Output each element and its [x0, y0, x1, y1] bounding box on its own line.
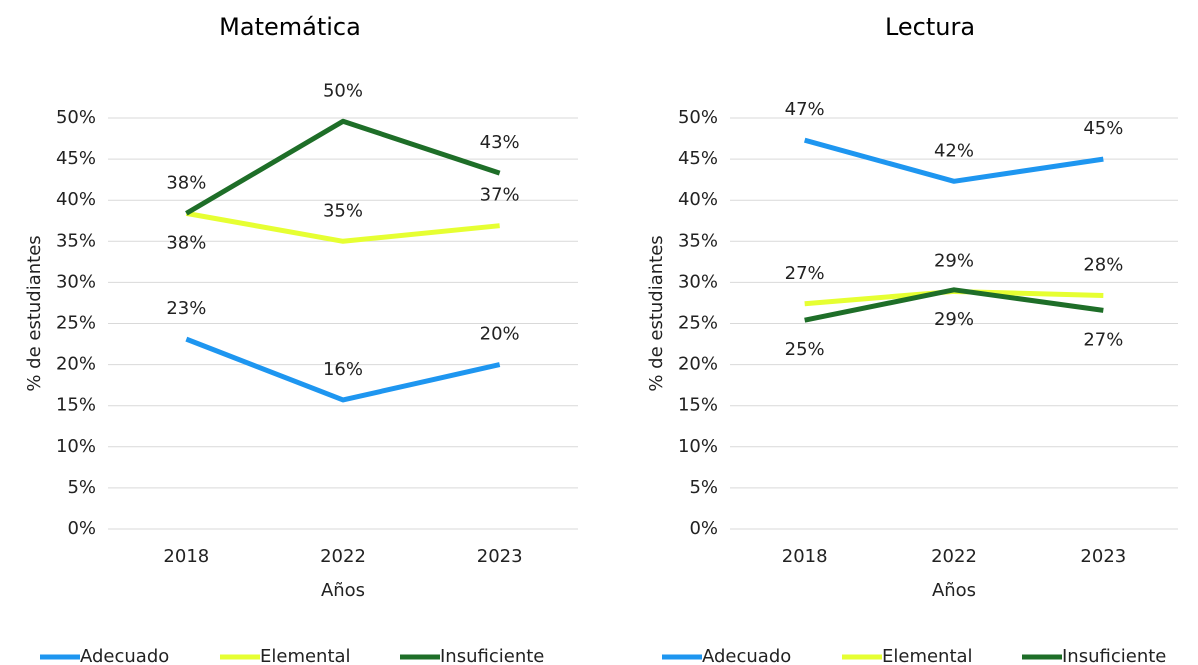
data-label: 27% — [1083, 329, 1123, 350]
y-tick-label: 10% — [678, 436, 718, 457]
y-tick-label: 20% — [56, 354, 96, 375]
y-tick-label: 0% — [689, 518, 718, 539]
data-label: 38% — [166, 172, 206, 193]
y-tick-label: 30% — [678, 271, 718, 292]
y-axis-label: % de estudiantes — [24, 235, 45, 391]
y-tick-label: 45% — [56, 148, 96, 169]
y-tick-label: 45% — [678, 148, 718, 169]
y-tick-label: 15% — [678, 395, 718, 416]
y-tick-label: 5% — [67, 477, 96, 498]
y-tick-label: 50% — [678, 107, 718, 128]
y-tick-label: 35% — [678, 230, 718, 251]
x-tick-label: 2022 — [320, 546, 366, 567]
y-tick-label: 15% — [56, 395, 96, 416]
legend-label: Insuficiente — [1062, 646, 1166, 665]
y-tick-label: 40% — [56, 189, 96, 210]
line-series — [804, 287, 1104, 323]
y-tick-label: 25% — [678, 313, 718, 334]
y-tick-label: 0% — [67, 518, 96, 539]
legend-label: Adecuado — [80, 646, 169, 665]
data-label: 50% — [323, 80, 363, 101]
data-label: 27% — [785, 263, 825, 284]
y-tick-label: 40% — [678, 189, 718, 210]
y-tick-label: 5% — [689, 477, 718, 498]
data-label: 29% — [934, 309, 974, 330]
data-label: 37% — [480, 185, 520, 206]
legend-label: Elemental — [882, 646, 973, 665]
line-series — [185, 118, 501, 216]
legend-label: Elemental — [260, 646, 351, 665]
line-series — [804, 137, 1104, 184]
data-label: 20% — [480, 324, 520, 345]
data-label: 38% — [166, 232, 206, 253]
x-tick-label: 2023 — [477, 546, 523, 567]
data-label: 43% — [480, 132, 520, 153]
y-tick-label: 50% — [56, 107, 96, 128]
data-label: 47% — [785, 99, 825, 120]
x-axis-label: Años — [321, 580, 365, 601]
data-label: 25% — [785, 339, 825, 360]
legend-label: Insuficiente — [440, 646, 544, 665]
legend-label: Adecuado — [702, 646, 791, 665]
y-tick-label: 30% — [56, 271, 96, 292]
y-tick-label: 35% — [56, 230, 96, 251]
line-series — [185, 210, 500, 244]
y-axis-label: % de estudiantes — [646, 235, 667, 391]
x-axis-label: Años — [932, 580, 976, 601]
x-tick-label: 2022 — [931, 546, 977, 567]
x-tick-label: 2018 — [782, 546, 828, 567]
line-series — [185, 336, 501, 403]
data-label: 28% — [1083, 255, 1123, 276]
data-label: 29% — [934, 250, 974, 271]
y-tick-label: 25% — [56, 313, 96, 334]
data-label: 16% — [323, 359, 363, 380]
x-tick-label: 2018 — [163, 546, 209, 567]
data-label: 45% — [1083, 118, 1123, 139]
data-label: 42% — [934, 140, 974, 161]
x-tick-label: 2023 — [1080, 546, 1126, 567]
y-tick-label: 10% — [56, 436, 96, 457]
chart-title: Lectura — [885, 13, 975, 41]
data-label: 35% — [323, 200, 363, 221]
chart-title: Matemática — [219, 13, 361, 41]
data-label: 23% — [166, 298, 206, 319]
y-tick-label: 20% — [678, 354, 718, 375]
